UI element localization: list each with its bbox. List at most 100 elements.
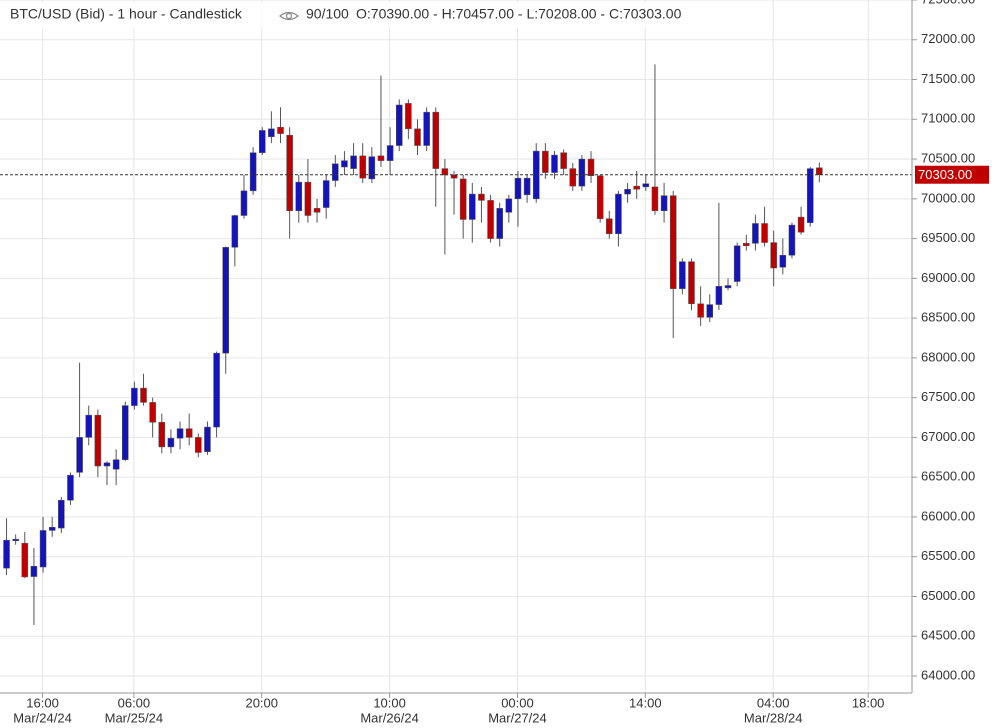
candle-body bbox=[277, 126, 284, 134]
candle-body bbox=[596, 175, 604, 219]
y-tick-label: 66500.00 bbox=[921, 469, 975, 484]
candle-body bbox=[587, 158, 595, 177]
candle-body bbox=[103, 462, 111, 467]
y-tick-label: 69000.00 bbox=[921, 270, 975, 285]
x-date-label: Mar/24/24 bbox=[13, 710, 72, 725]
candle-body bbox=[176, 428, 184, 439]
y-tick-label: 65000.00 bbox=[921, 588, 975, 603]
candle-body bbox=[21, 542, 29, 578]
y-tick-label: 68500.00 bbox=[921, 310, 975, 325]
candle-body bbox=[377, 155, 385, 161]
candle-body bbox=[523, 177, 531, 196]
candle-body bbox=[58, 499, 65, 529]
candle-body bbox=[642, 183, 650, 188]
candle-body bbox=[12, 538, 19, 542]
candle-body bbox=[660, 195, 668, 211]
y-tick-label: 67500.00 bbox=[921, 389, 975, 404]
y-tick-label: 67000.00 bbox=[921, 429, 975, 444]
y-tick-label: 70000.00 bbox=[921, 190, 975, 205]
candle-body bbox=[478, 193, 485, 201]
header-bg bbox=[0, 2, 750, 28]
candle-body bbox=[688, 261, 695, 305]
candle-body bbox=[112, 459, 120, 470]
x-tick-label: 04:00 bbox=[757, 695, 790, 710]
y-tick-label: 70500.00 bbox=[921, 150, 975, 165]
candle-body bbox=[761, 223, 768, 243]
y-tick-label: 71000.00 bbox=[921, 111, 975, 126]
x-date-label: Mar/28/24 bbox=[744, 710, 803, 725]
candle-body bbox=[368, 156, 376, 180]
candle-body bbox=[350, 155, 357, 169]
candle-body bbox=[258, 130, 266, 153]
x-tick-label: 20:00 bbox=[245, 695, 278, 710]
x-date-label: Mar/26/24 bbox=[360, 710, 419, 725]
grid bbox=[0, 0, 912, 693]
candle-body bbox=[514, 177, 522, 200]
candle-body bbox=[185, 428, 193, 438]
candle-body bbox=[85, 414, 92, 438]
candle-body bbox=[697, 303, 704, 318]
candle-body bbox=[149, 402, 156, 423]
candle-body bbox=[542, 150, 549, 173]
candle-body bbox=[788, 224, 796, 256]
candle-body bbox=[487, 200, 494, 239]
candle-body bbox=[724, 285, 732, 289]
candle-body bbox=[606, 218, 613, 235]
candle-body bbox=[405, 103, 412, 130]
candle-body bbox=[341, 160, 348, 168]
candle-body bbox=[167, 437, 175, 448]
candle-body bbox=[48, 527, 56, 531]
candle-body bbox=[94, 414, 102, 467]
candle-body bbox=[131, 387, 138, 406]
candle-body bbox=[414, 128, 421, 146]
ohlc-label: O:70390.00 - H:70457.00 - L:70208.00 - C… bbox=[356, 6, 682, 22]
candle-body bbox=[313, 208, 321, 213]
x-tick-label: 06:00 bbox=[118, 695, 151, 710]
candle-body bbox=[459, 178, 467, 220]
y-tick-label: 64500.00 bbox=[921, 628, 975, 643]
candle-body bbox=[286, 134, 293, 211]
candle-body bbox=[569, 168, 577, 187]
candle-body bbox=[669, 195, 677, 289]
candle-body bbox=[67, 474, 74, 501]
x-date-label: Mar/27/24 bbox=[488, 710, 547, 725]
x-date-label: Mar/25/24 bbox=[105, 710, 164, 725]
candle-body bbox=[122, 405, 129, 460]
x-tick-label: 14:00 bbox=[629, 695, 662, 710]
candle-body bbox=[505, 198, 513, 213]
candle-body bbox=[715, 286, 723, 305]
y-tick-label: 68000.00 bbox=[921, 349, 975, 364]
y-tick-label: 65500.00 bbox=[921, 548, 975, 563]
candle-body bbox=[249, 152, 257, 192]
candle-body bbox=[386, 145, 394, 161]
candle-body bbox=[633, 185, 640, 190]
x-tick-label: 18:00 bbox=[852, 695, 885, 710]
x-tick-label: 00:00 bbox=[501, 695, 534, 710]
candle-body bbox=[496, 208, 503, 239]
candle-body bbox=[222, 247, 229, 354]
candle-body bbox=[651, 186, 659, 211]
candle-body bbox=[322, 180, 330, 208]
y-tick-label: 64000.00 bbox=[921, 667, 975, 682]
candle-body bbox=[624, 189, 631, 195]
candle-body bbox=[615, 193, 622, 235]
candle-body bbox=[332, 163, 339, 181]
last-price-label: 70303.00 bbox=[918, 167, 972, 182]
candle-body bbox=[770, 242, 777, 269]
candle-body bbox=[733, 245, 741, 282]
candle-body bbox=[213, 352, 220, 428]
chart-title: BTC/USD (Bid) - 1 hour - Candlestick bbox=[10, 6, 243, 22]
y-tick-label: 72000.00 bbox=[921, 31, 975, 46]
candle-body bbox=[797, 216, 805, 233]
candle-body bbox=[578, 158, 586, 187]
candle-body bbox=[679, 261, 686, 289]
zoom-label: 90/100 bbox=[306, 6, 349, 22]
eye-icon bbox=[279, 11, 299, 21]
candle-body bbox=[469, 193, 476, 220]
candle-body bbox=[195, 437, 202, 453]
y-tick-label: 71500.00 bbox=[921, 71, 975, 86]
candle-body bbox=[359, 155, 366, 179]
candle-body bbox=[140, 387, 147, 403]
candles bbox=[0, 64, 912, 626]
